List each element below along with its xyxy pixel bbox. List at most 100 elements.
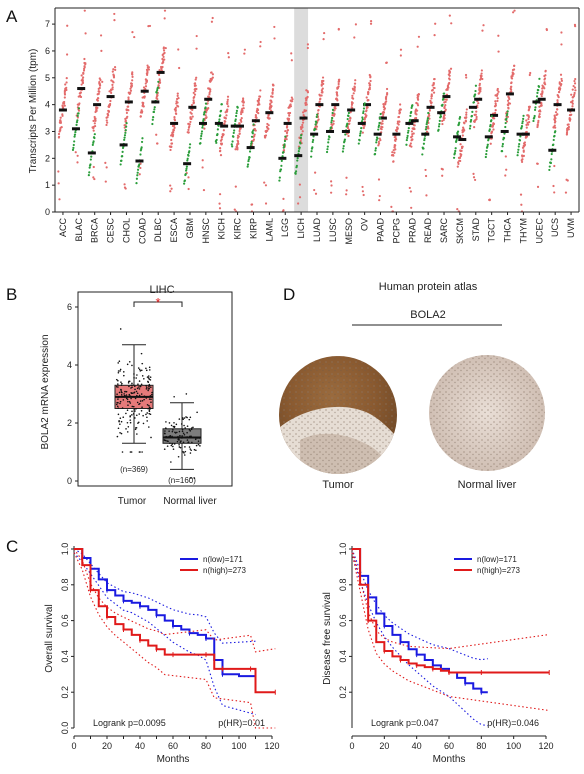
b-points [115,328,201,479]
tumor-point [110,91,113,94]
sample-point [117,370,120,372]
tumor-point [288,111,292,115]
tumor-point [496,89,499,92]
sample-point [135,377,138,379]
tumor-point [298,183,301,186]
tumor-point [255,116,258,119]
d-label-normal: Normal liver [458,479,517,491]
tumor-point [286,129,289,132]
tumor-point [114,68,117,71]
tumor-point [545,28,548,31]
normal-point [77,107,81,110]
normal-point [374,149,377,152]
a-x-tick-label: READ [423,218,433,244]
normal-point [474,84,478,87]
tumor-point [565,132,569,135]
tumor-point [210,20,214,23]
normal-median-mark [341,129,350,133]
tumor-point [169,184,172,187]
sample-point [177,438,180,441]
normal-point [552,138,555,142]
tumor-point [412,132,415,135]
normal-median-mark [500,129,509,133]
tumor-point [382,103,385,106]
sample-point [174,432,177,434]
tumor-point [288,114,291,117]
tumor-point [287,106,291,109]
sample-point [117,362,120,364]
normal-median-mark [453,135,462,139]
tumor-point [566,129,569,132]
b-title: LIHC [149,284,174,296]
tumor-point [218,207,222,210]
sample-point [173,421,175,424]
logrank-annotation: Logrank p=0.0095 [93,718,166,728]
tumor-point [209,79,213,82]
tumor-median-mark [315,103,324,107]
normal-median-mark [373,132,382,136]
sample-point [171,435,173,438]
sample-point [148,404,150,407]
normal-point [549,161,553,165]
a-x-tick-label: KICH [217,218,227,240]
tumor-point [105,166,108,169]
sample-point [148,369,151,371]
normal-point [71,148,75,151]
tumor-point [139,115,142,118]
sample-point [189,430,192,432]
sample-point [131,405,134,408]
normal-point [247,159,250,163]
a-y-tick-label: 4 [45,100,50,110]
tumor-point [525,119,528,122]
tumor-point [131,73,134,76]
a-x-tick-label: KIRC [233,218,243,240]
normal-point [236,106,239,109]
sample-point [130,392,133,395]
tumor-point [366,98,369,102]
normal-point [76,114,79,117]
normal-point [437,125,441,128]
sample-point [122,371,125,373]
tumor-point [142,86,146,89]
tumor-point [336,87,339,90]
normal-point [201,126,204,129]
tumor-point [220,138,223,141]
normal-point [125,121,128,125]
normal-point [200,132,203,135]
sample-point [148,378,151,380]
tumor-point [382,105,385,108]
tumor-point [447,73,450,76]
panel-d-histology: Human protein atlas BOLA2 [279,281,545,491]
tumor-point [433,78,436,81]
a-x-tick-label: ESCA [169,218,179,243]
tumor-point [111,70,114,73]
tumor-point [496,97,499,100]
tumor-point [173,119,177,122]
sample-point [148,385,150,387]
sample-point [189,452,192,454]
tumor-point [365,106,368,110]
sample-point [178,443,180,446]
sample-point [171,430,174,433]
tumor-point [234,185,237,188]
sample-point [143,398,145,401]
tumor-point [226,100,229,103]
normal-median-mark [119,143,128,147]
normal-point [518,142,521,146]
normal-point [89,158,92,161]
tumor-median-mark [93,103,102,107]
tumor-point [289,103,292,106]
tumor-point [349,117,352,120]
tumor-point [130,85,133,89]
tumor-point [170,187,173,190]
tumor-point [542,85,545,88]
sample-point [116,405,119,408]
ci-upper-line [73,548,256,644]
tumor-point [59,120,62,123]
normal-point [188,146,191,149]
tumor-point [145,68,149,71]
tumor-point [193,93,197,96]
tumor-point [557,95,560,99]
tumor-point [448,77,451,80]
tumor-point [111,83,114,87]
